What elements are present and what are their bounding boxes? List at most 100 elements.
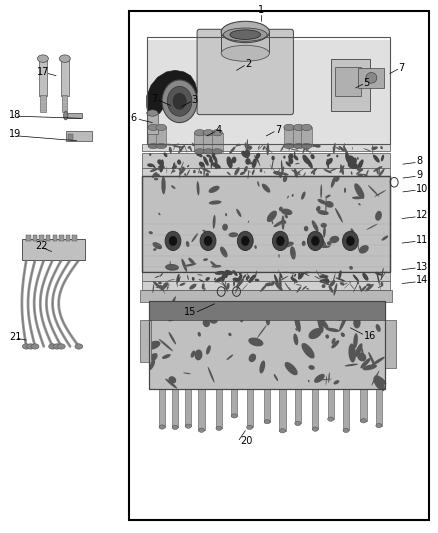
Ellipse shape <box>376 423 382 427</box>
Ellipse shape <box>219 145 223 153</box>
Ellipse shape <box>167 286 169 289</box>
Ellipse shape <box>361 286 367 292</box>
Ellipse shape <box>248 337 263 346</box>
Ellipse shape <box>237 274 242 282</box>
Ellipse shape <box>325 334 329 338</box>
Ellipse shape <box>213 215 215 229</box>
Ellipse shape <box>319 379 332 380</box>
Ellipse shape <box>279 172 289 175</box>
Ellipse shape <box>378 286 382 288</box>
Ellipse shape <box>148 143 159 149</box>
FancyBboxPatch shape <box>142 176 390 272</box>
FancyBboxPatch shape <box>59 235 64 241</box>
Ellipse shape <box>308 380 310 382</box>
Ellipse shape <box>297 286 301 293</box>
Ellipse shape <box>313 172 315 175</box>
Ellipse shape <box>272 220 273 224</box>
FancyBboxPatch shape <box>221 31 269 53</box>
FancyBboxPatch shape <box>142 153 390 168</box>
Ellipse shape <box>280 166 284 177</box>
Ellipse shape <box>362 365 377 370</box>
Ellipse shape <box>293 143 304 149</box>
Ellipse shape <box>159 425 165 429</box>
Circle shape <box>237 231 253 251</box>
Ellipse shape <box>184 173 186 176</box>
Ellipse shape <box>314 144 321 148</box>
Ellipse shape <box>304 273 310 276</box>
Ellipse shape <box>357 157 359 160</box>
Ellipse shape <box>306 144 310 151</box>
Text: 3: 3 <box>191 95 198 105</box>
Ellipse shape <box>152 242 162 249</box>
Ellipse shape <box>203 319 210 327</box>
Ellipse shape <box>264 147 272 153</box>
Ellipse shape <box>349 343 356 362</box>
Ellipse shape <box>186 241 189 247</box>
Ellipse shape <box>225 270 229 278</box>
Ellipse shape <box>252 158 257 168</box>
FancyBboxPatch shape <box>185 389 191 426</box>
Ellipse shape <box>197 274 203 276</box>
Ellipse shape <box>283 156 286 159</box>
Text: 2: 2 <box>245 59 251 69</box>
Ellipse shape <box>321 223 327 228</box>
Ellipse shape <box>381 282 383 287</box>
Ellipse shape <box>203 258 208 261</box>
Ellipse shape <box>191 351 195 358</box>
Ellipse shape <box>226 354 233 360</box>
Circle shape <box>173 93 186 109</box>
Ellipse shape <box>209 200 222 205</box>
FancyBboxPatch shape <box>212 133 223 151</box>
Ellipse shape <box>312 220 318 232</box>
Ellipse shape <box>225 213 227 216</box>
Ellipse shape <box>152 284 154 293</box>
FancyBboxPatch shape <box>247 389 253 427</box>
Ellipse shape <box>231 157 237 163</box>
Ellipse shape <box>202 230 206 232</box>
Ellipse shape <box>357 174 363 176</box>
Ellipse shape <box>231 414 237 418</box>
Ellipse shape <box>281 220 286 224</box>
Ellipse shape <box>282 241 294 247</box>
Ellipse shape <box>273 220 285 227</box>
Ellipse shape <box>328 168 337 172</box>
Ellipse shape <box>295 422 301 426</box>
Ellipse shape <box>247 273 251 279</box>
Ellipse shape <box>203 156 209 166</box>
Ellipse shape <box>219 282 228 288</box>
Ellipse shape <box>290 287 291 290</box>
Ellipse shape <box>233 270 238 276</box>
Ellipse shape <box>192 277 194 281</box>
FancyBboxPatch shape <box>147 40 390 144</box>
Ellipse shape <box>215 271 225 275</box>
Ellipse shape <box>163 152 167 157</box>
Ellipse shape <box>180 282 185 286</box>
Ellipse shape <box>311 168 317 174</box>
FancyBboxPatch shape <box>66 113 82 118</box>
Ellipse shape <box>354 183 364 199</box>
Ellipse shape <box>352 158 357 166</box>
Ellipse shape <box>223 284 228 292</box>
Ellipse shape <box>215 277 221 282</box>
Text: 6: 6 <box>131 114 137 123</box>
Ellipse shape <box>168 296 176 313</box>
Ellipse shape <box>359 245 369 254</box>
Ellipse shape <box>178 279 180 282</box>
Ellipse shape <box>370 317 378 319</box>
Ellipse shape <box>199 171 202 174</box>
Ellipse shape <box>240 318 244 322</box>
Ellipse shape <box>327 241 332 246</box>
Ellipse shape <box>217 272 227 274</box>
Ellipse shape <box>262 184 270 192</box>
Ellipse shape <box>275 282 283 291</box>
Ellipse shape <box>321 246 330 248</box>
Ellipse shape <box>343 282 344 286</box>
Ellipse shape <box>180 170 184 173</box>
Ellipse shape <box>274 274 279 285</box>
Ellipse shape <box>225 270 233 275</box>
Ellipse shape <box>57 344 65 349</box>
Ellipse shape <box>149 231 153 234</box>
Ellipse shape <box>204 288 205 292</box>
Ellipse shape <box>216 426 222 431</box>
Ellipse shape <box>161 286 165 294</box>
